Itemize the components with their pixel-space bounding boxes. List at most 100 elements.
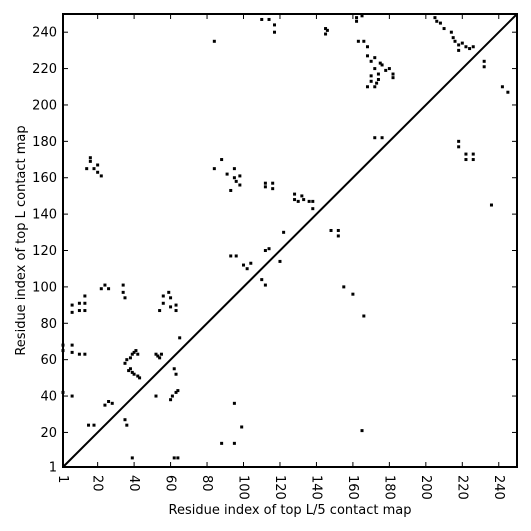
contact-point: [234, 254, 238, 258]
contact-point: [373, 67, 377, 71]
contact-point: [273, 23, 276, 27]
contact-point: [457, 139, 461, 143]
contact-point: [96, 170, 100, 174]
contact-point: [232, 441, 236, 445]
contact-point: [311, 199, 315, 203]
contact-point: [178, 336, 182, 340]
x-tick-label: 120: [272, 475, 287, 500]
contact-point: [263, 249, 267, 253]
contact-point: [442, 27, 446, 31]
contact-point: [229, 254, 233, 258]
contact-point: [174, 309, 178, 313]
contact-point: [220, 158, 224, 162]
y-tick-label: 140: [32, 208, 57, 223]
contact-point: [132, 372, 136, 376]
contact-point: [87, 423, 91, 427]
contact-point: [453, 39, 457, 43]
contact-point: [229, 188, 233, 192]
contact-point: [70, 350, 74, 354]
contact-point: [373, 136, 377, 140]
contact-point: [489, 203, 493, 207]
contact-point: [83, 352, 87, 356]
contact-point: [263, 185, 267, 189]
contact-point: [342, 285, 346, 289]
contact-point: [240, 425, 244, 429]
contact-point: [362, 39, 366, 43]
contact-point: [464, 152, 468, 156]
contact-point: [273, 30, 276, 34]
contact-point: [169, 398, 173, 402]
contact-point: [260, 17, 264, 21]
contact-point: [70, 343, 74, 347]
contact-point: [172, 367, 176, 371]
contact-point: [238, 174, 242, 178]
x-tick-label: 180: [381, 475, 396, 500]
contact-point: [158, 309, 162, 313]
contact-point: [92, 167, 96, 171]
contact-point: [212, 39, 216, 43]
x-tick-label: 1: [55, 475, 70, 483]
contact-point: [121, 290, 125, 294]
contact-point: [232, 176, 236, 180]
contact-point: [324, 32, 328, 36]
contact-point: [482, 65, 486, 69]
contact-point: [212, 167, 216, 171]
contact-point: [158, 356, 162, 360]
contact-point: [464, 158, 468, 162]
contact-point: [380, 136, 384, 140]
y-tick-label: 200: [32, 98, 57, 113]
contact-point: [464, 45, 468, 49]
contact-point: [169, 305, 173, 309]
contact-point: [103, 283, 107, 287]
x-tick-label: 60: [163, 475, 178, 492]
contact-point: [296, 199, 300, 203]
contact-point: [300, 194, 304, 198]
contact-point: [362, 314, 366, 318]
x-tick-label: 220: [454, 475, 469, 500]
contact-point: [435, 19, 439, 23]
contact-point: [107, 400, 111, 404]
plot-frame: [62, 13, 518, 468]
contact-point: [154, 394, 158, 398]
contact-point: [70, 310, 74, 314]
contact-point: [438, 21, 442, 25]
contact-point: [123, 418, 127, 422]
contact-point: [174, 372, 178, 376]
contact-point: [242, 263, 246, 267]
contact-point: [130, 352, 134, 356]
contact-point: [293, 192, 297, 196]
contact-point: [245, 267, 249, 271]
contact-point: [500, 85, 504, 89]
contact-point: [174, 390, 178, 394]
contact-point: [96, 163, 100, 167]
contact-point: [232, 401, 236, 405]
y-tick-label: 40: [40, 390, 57, 405]
contact-point: [154, 352, 158, 356]
contact-point: [369, 59, 373, 63]
y-tick-label: 100: [32, 280, 57, 295]
contact-point: [83, 294, 87, 298]
contact-point: [451, 36, 455, 40]
contact-point: [136, 374, 140, 378]
y-tick-label: 180: [32, 135, 57, 150]
contact-point: [99, 287, 103, 291]
contact-point: [110, 401, 114, 405]
contact-point: [260, 278, 264, 282]
contact-point: [457, 145, 461, 149]
contact-point: [125, 423, 129, 427]
contact-point: [267, 17, 271, 21]
contact-point: [138, 376, 142, 380]
contact-point: [70, 394, 74, 398]
contact-point: [365, 45, 369, 49]
contact-point: [360, 14, 364, 18]
contact-point: [365, 85, 369, 89]
contact-point: [457, 43, 461, 47]
contact-point: [482, 59, 486, 63]
contact-point: [130, 370, 134, 374]
contact-point: [174, 303, 178, 307]
y-tick-label: 240: [32, 26, 57, 41]
contact-point: [92, 423, 96, 427]
y-tick-label: 120: [32, 244, 57, 259]
